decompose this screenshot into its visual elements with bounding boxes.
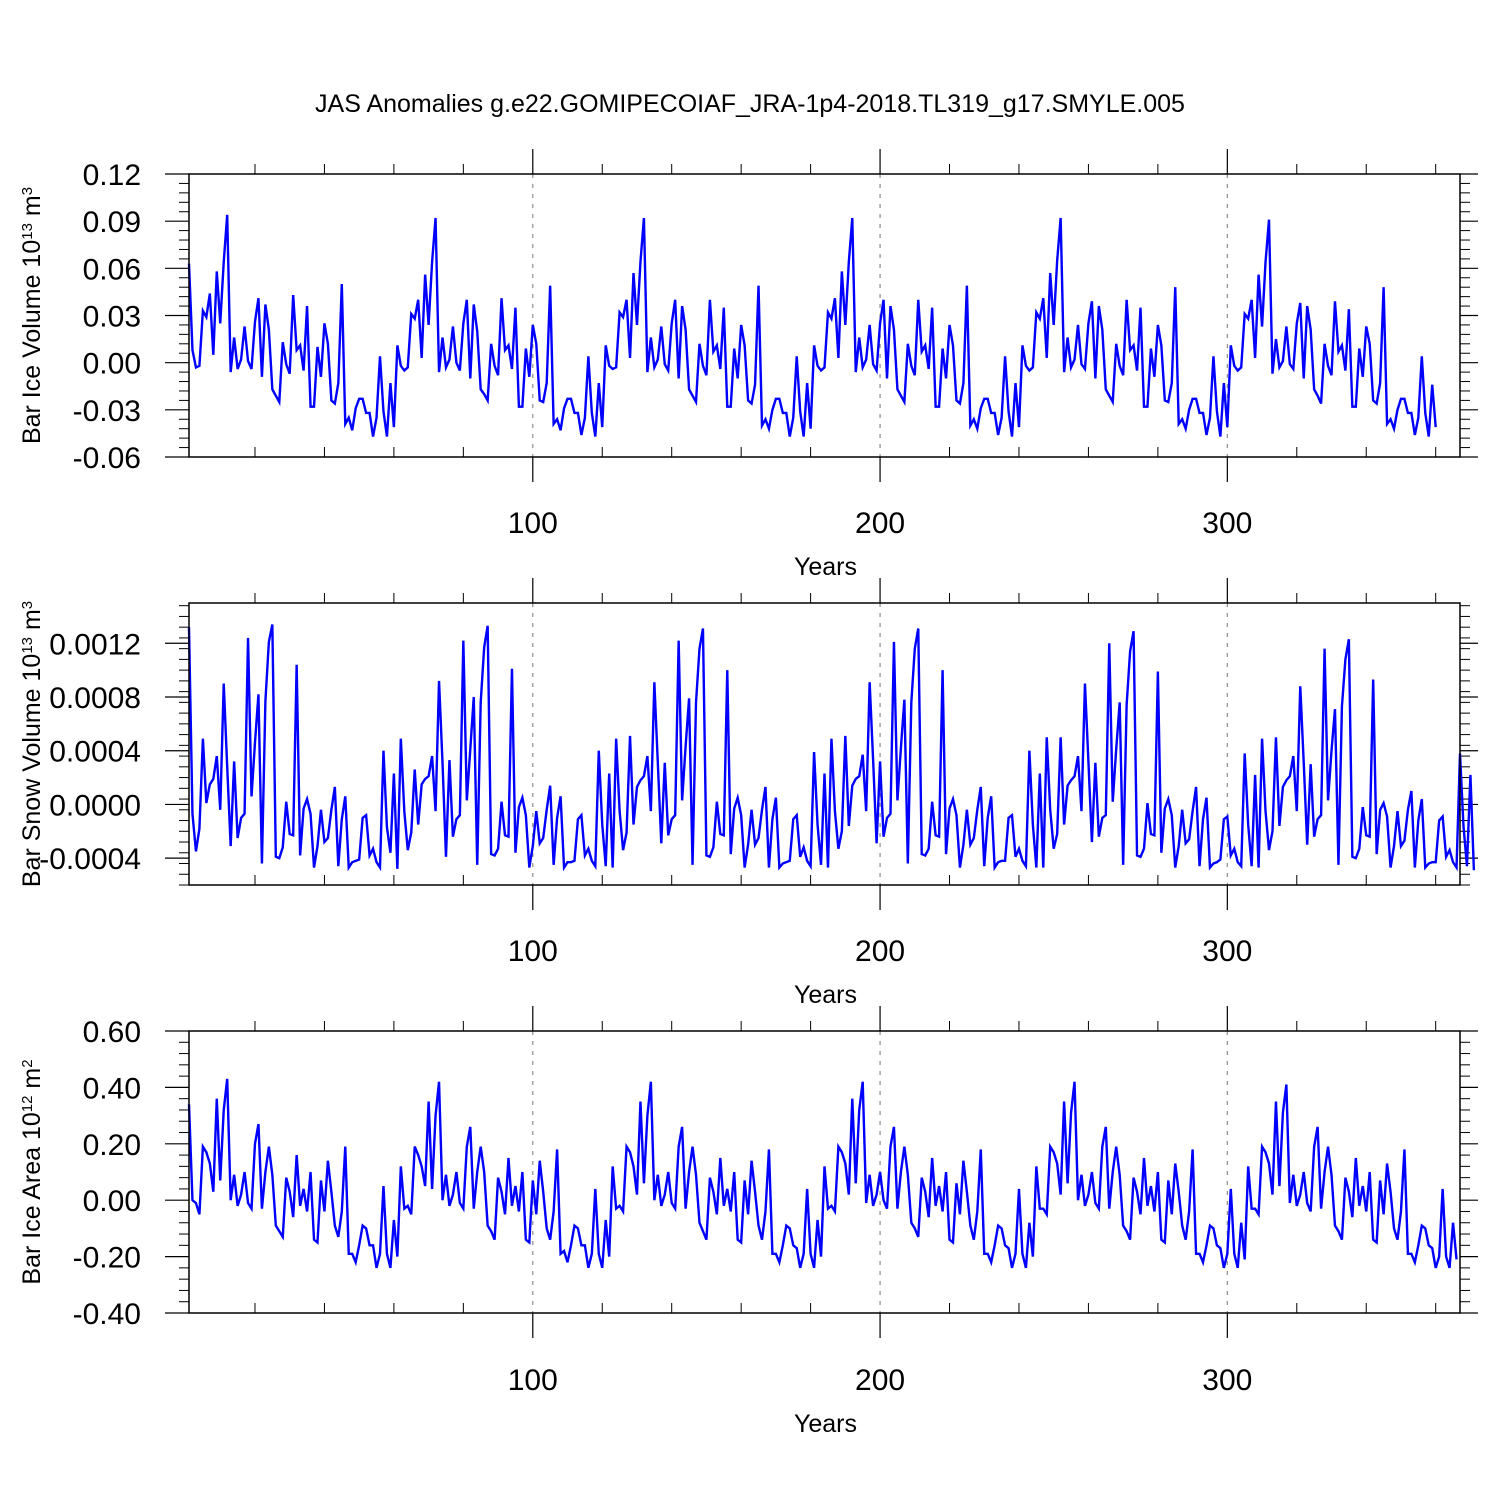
panel-1-x-tick-label: 300 — [1202, 507, 1252, 540]
panel-2-y-tick-label: -0.0004 — [39, 843, 141, 876]
panel-3-x-tick-label: 100 — [508, 1364, 558, 1397]
panel-2: 100 200 300 -0.0004 0.0000 0.0004 0.0008 0.0012… — [18, 578, 1478, 1009]
panel-1-y-tick-label: -0.06 — [73, 442, 141, 475]
panel-3-x-axis-title: Years — [794, 1410, 857, 1438]
panel-3-x-tick-label: 300 — [1202, 1364, 1252, 1397]
panel-1-x-tick-label: 200 — [855, 507, 905, 540]
panel-1-series-line — [187, 214, 1437, 437]
panel-1-y-tick-label: 0.00 — [83, 348, 141, 381]
panel-1-y-tick-label: -0.03 — [73, 395, 141, 428]
panel-2-y-tick-label: 0.0004 — [49, 736, 141, 769]
panel-2-x-tick-label: 200 — [855, 935, 905, 968]
panel-3-y-tick-label: 0.20 — [83, 1129, 141, 1162]
panel-1-y-tick-label: 0.03 — [83, 301, 141, 334]
panel-2-y-tick-label: 0.0008 — [49, 682, 141, 715]
panel-3: 100 200 300 -0.40 -0.20 0.00 0.20 0.40 0.60 Years… — [18, 1006, 1478, 1438]
panel-1-x-tick-label: 100 — [508, 507, 558, 540]
panel-3-y-tick-label: 0.00 — [83, 1185, 141, 1218]
panel-3-y-tick-label: 0.40 — [83, 1072, 141, 1105]
panel-1-y-tick-label: 0.09 — [83, 206, 141, 239]
panel-1-y-tick-label: 0.06 — [83, 253, 141, 286]
panel-1-y-tick-label: 0.12 — [83, 159, 141, 192]
panel-3-series-line — [187, 1078, 1458, 1269]
panel-2-series-line — [187, 624, 1476, 872]
panel-3-plot-frame — [188, 1030, 1461, 1314]
panel-1-plot-frame — [188, 173, 1461, 458]
panel-2-y-tick-label: 0.0000 — [49, 789, 141, 822]
panel-3-y-axis-title: Bar Ice Area 1012 m2 — [18, 1059, 46, 1284]
panel-2-x-axis-title: Years — [794, 981, 857, 1009]
chart-title: JAS Anomalies g.e22.GOMIPECOIAF_JRA-1p4-… — [315, 90, 1185, 118]
panel-3-y-tick-label: 0.60 — [83, 1016, 141, 1049]
panel-3-y-tick-label: -0.40 — [73, 1298, 141, 1331]
panel-2-plot-frame — [188, 602, 1461, 886]
panel-1-y-axis-title: Bar Ice Volume 1013 m3 — [18, 187, 46, 444]
panel-2-x-tick-label: 300 — [1202, 935, 1252, 968]
panel-2-y-axis-title: Bar Snow Volume 1013 m3 — [18, 601, 46, 887]
panel-3-x-tick-label: 200 — [855, 1364, 905, 1397]
panel-1: 100 200 300 -0.06 -0.03 0.00 0.03 0.06 0.09 0.12 Y… — [18, 149, 1478, 581]
panel-2-x-tick-label: 100 — [508, 935, 558, 968]
panel-2-y-tick-label: 0.0012 — [49, 628, 141, 661]
panel-3-y-tick-label: -0.20 — [73, 1242, 141, 1275]
panel-1-x-axis-title: Years — [794, 553, 857, 581]
